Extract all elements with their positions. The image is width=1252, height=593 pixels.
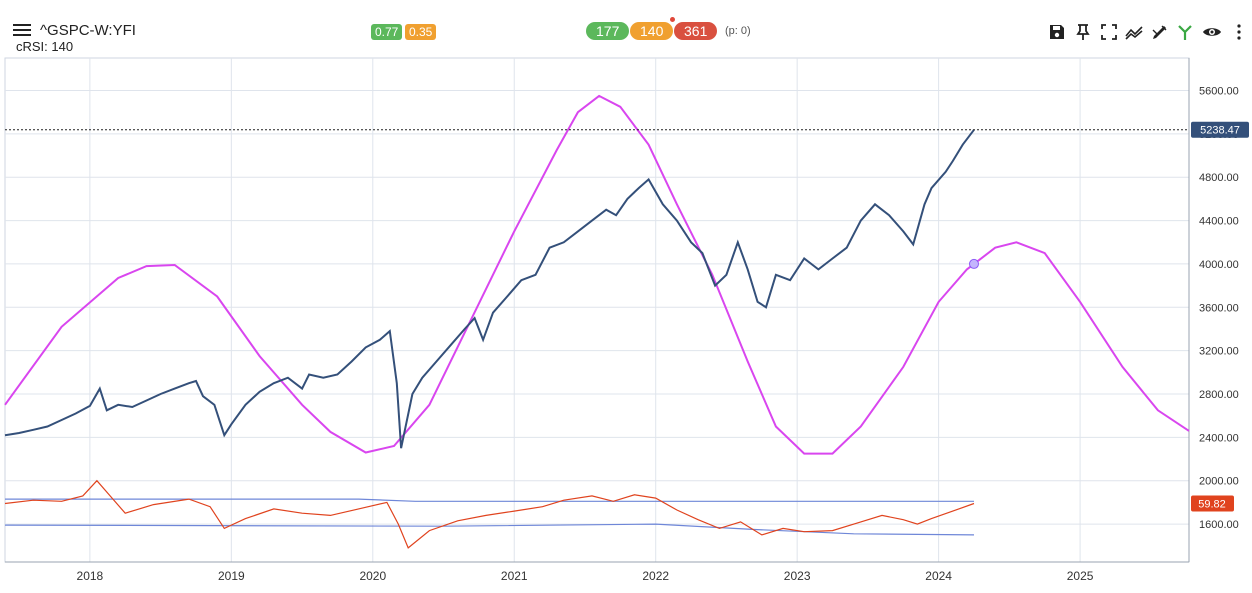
top-bar: ^GSPC-W:YFI cRSI: 140 0.77 0.35 177 140 … xyxy=(0,0,1252,58)
x-tick-label: 2018 xyxy=(77,569,104,583)
alert-dot xyxy=(670,17,675,22)
fork-icon[interactable] xyxy=(1175,22,1195,42)
pill-orange: 140 xyxy=(630,22,674,40)
last-price-label: 5238.47 xyxy=(1200,125,1240,137)
plot-area xyxy=(4,57,1190,563)
p-value: (p: 0) xyxy=(725,25,751,37)
menu-icon[interactable] xyxy=(13,24,31,38)
y-tick-label: 1600.00 xyxy=(1199,519,1239,531)
pill-green: 177 xyxy=(586,22,630,40)
x-tick-label: 2021 xyxy=(501,569,528,583)
y-tick-label: 3200.00 xyxy=(1199,346,1239,358)
cycle-now-marker xyxy=(968,258,979,269)
x-tick-label: 2022 xyxy=(642,569,669,583)
crsi-value-tag xyxy=(1191,495,1234,512)
y-tick-label: 4000.00 xyxy=(1199,259,1239,271)
cycle-line xyxy=(4,94,1190,455)
y-tick-label: 3600.00 xyxy=(1199,302,1239,314)
x-tick-label: 2024 xyxy=(925,569,952,583)
y-tick-label: 4800.00 xyxy=(1199,172,1239,184)
price-line xyxy=(4,129,975,449)
trend-icon[interactable] xyxy=(1124,22,1144,42)
badge-left: 0.77 xyxy=(371,24,403,40)
crsi-line xyxy=(4,479,975,549)
eye-icon[interactable] xyxy=(1202,22,1222,42)
x-tick-label: 2020 xyxy=(359,569,386,583)
indicator-label: cRSI: 140 xyxy=(16,39,74,54)
x-tick-label: 2023 xyxy=(784,569,811,583)
y-tick-label: 2000.00 xyxy=(1199,476,1239,488)
x-tick-label: 2019 xyxy=(218,569,245,583)
x-tick-label: 2025 xyxy=(1067,569,1094,583)
fullscreen-icon[interactable] xyxy=(1099,22,1119,42)
draw-icon[interactable] xyxy=(1150,22,1170,42)
pin-icon[interactable] xyxy=(1073,22,1093,42)
crsi-value-label: 59.82 xyxy=(1198,498,1226,510)
pill-red: 361 xyxy=(674,22,718,40)
last-price-tag xyxy=(1191,121,1249,138)
y-tick-label: 4400.00 xyxy=(1199,216,1239,228)
y-tick-label: 2800.00 xyxy=(1199,389,1239,401)
more-icon[interactable] xyxy=(1229,22,1249,42)
y-tick-label: 2400.00 xyxy=(1199,432,1239,444)
symbol-title: ^GSPC-W:YFI xyxy=(40,22,136,39)
lower-band-line xyxy=(4,523,975,536)
save-icon[interactable] xyxy=(1047,22,1067,42)
y-tick-label: 5600.00 xyxy=(1199,86,1239,98)
upper-band-line xyxy=(5,498,974,502)
badge-right: 0.35 xyxy=(405,24,437,40)
